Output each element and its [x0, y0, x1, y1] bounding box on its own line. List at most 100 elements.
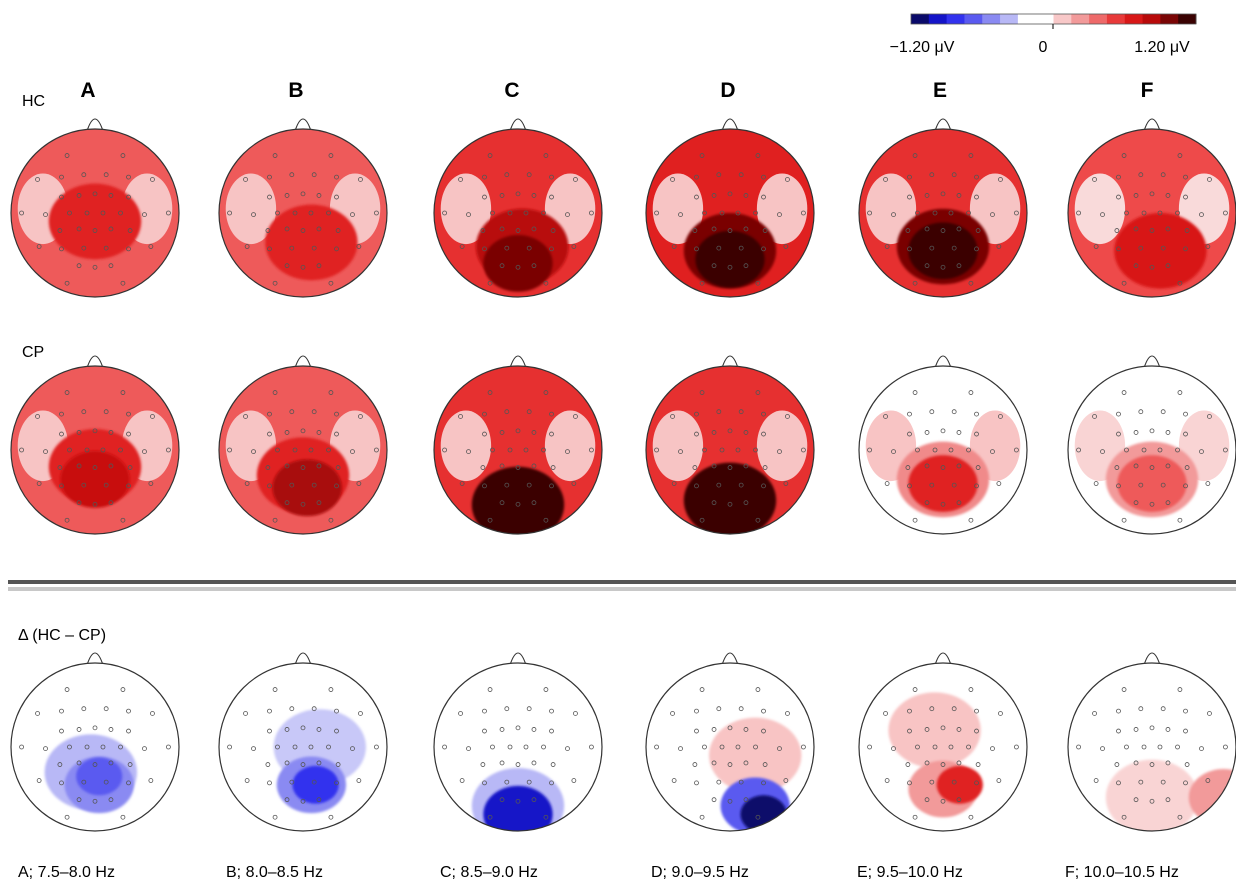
electrode-dot [1138, 706, 1144, 712]
electrode-dot [699, 153, 705, 158]
electrode-dot [243, 414, 248, 419]
electrode-dot [150, 177, 155, 182]
electrode-dot [1116, 483, 1121, 489]
electrode-dot [334, 411, 339, 417]
electrode-dot [699, 687, 705, 692]
electrode-dot [907, 708, 912, 714]
electrode-dot [358, 711, 363, 716]
electrode-dot [738, 482, 744, 488]
electrode-dot [334, 728, 339, 734]
electrode-dot [990, 449, 995, 454]
electrode-dot [1184, 762, 1190, 767]
electrode-dot [671, 244, 677, 249]
electrode-dot [761, 431, 766, 437]
electrode-dot [504, 482, 510, 488]
electrode-dot [694, 194, 699, 200]
electrode-dot [526, 409, 532, 415]
band-label-f: F; 10.0–10.5 Hz [1065, 864, 1179, 881]
electrode-dot [968, 153, 974, 158]
electrode-dot [284, 500, 290, 506]
electrode-dot [166, 744, 171, 750]
electrode-dot [126, 194, 131, 200]
electrode-dot [1165, 430, 1171, 435]
electrode-dot [550, 465, 556, 470]
electrode-dot [711, 797, 717, 803]
electrode-dot [974, 194, 979, 200]
electrode-dot [335, 762, 341, 767]
electrode-dot [719, 210, 725, 216]
electrode-dot [466, 212, 471, 217]
nose-shape [1143, 118, 1161, 132]
electrode-dot [335, 228, 341, 233]
electrode-dot [541, 744, 546, 750]
electrode-dot [515, 725, 521, 731]
map-light-region-right [756, 410, 808, 482]
electrode-dot [951, 779, 957, 785]
head-fill [434, 129, 602, 297]
electrode-dot [974, 431, 979, 437]
electrode-dot [81, 245, 87, 251]
electrode-dot [1199, 746, 1204, 751]
electrode-dot [19, 210, 24, 216]
electrode-dot [735, 744, 741, 750]
electrode-dot [59, 411, 64, 417]
colorbar-cell [1106, 14, 1126, 24]
electrode-dot [1183, 708, 1188, 714]
electrode-dot [924, 797, 930, 803]
electrode-dot [1121, 687, 1127, 692]
map-contour-region [483, 785, 553, 831]
electrode-dot [1177, 153, 1183, 158]
head-fill [219, 129, 387, 297]
electrode-dot [998, 711, 1003, 716]
electrode-dot [912, 153, 918, 158]
electrode-dot [515, 228, 521, 233]
electrode-dot [956, 193, 962, 198]
electrode-dot [549, 194, 554, 200]
electrode-dot [1205, 481, 1211, 486]
electrode-dot [956, 263, 962, 269]
electrode-dot [356, 244, 362, 249]
electrode-dot [81, 172, 87, 178]
electrode-dot [316, 463, 322, 469]
electrode-dot [374, 210, 379, 216]
electrode-dot [499, 760, 505, 766]
electrode-dot [694, 483, 699, 489]
map-contour-region [60, 451, 130, 508]
electrode-dot [1183, 483, 1188, 489]
electrode-dot [526, 172, 532, 178]
electrode-dot [284, 226, 290, 232]
electrode-dot [716, 172, 722, 178]
nose-shape [1143, 652, 1161, 666]
head-outline [218, 365, 388, 535]
electrode-dot [267, 708, 272, 714]
electrode-dot [480, 228, 486, 233]
electrode-dot [103, 409, 109, 415]
electrode-dot [975, 465, 981, 470]
electrode-dot [735, 210, 741, 216]
electrode-dot [480, 762, 486, 767]
divider-dark [8, 580, 1236, 584]
electrode-dot [227, 447, 232, 453]
electrode-dot [311, 409, 317, 415]
head-outline [1067, 365, 1236, 535]
electrode-dot [867, 744, 872, 750]
electrode-dot [1133, 263, 1139, 269]
electrode-dot [1177, 687, 1183, 692]
electrode-dot [1183, 431, 1188, 437]
map-light-region-left [440, 410, 492, 482]
electrode-dot [929, 172, 935, 178]
head-outline [10, 662, 180, 832]
electrode-dot [126, 411, 131, 417]
electrode-dot [589, 447, 594, 453]
electrode-dot [328, 517, 334, 523]
electrode-dot [654, 744, 659, 750]
electrode-dot [275, 744, 280, 750]
electrode-dot [1149, 264, 1155, 270]
electrode-dot [1165, 226, 1171, 232]
electrode-dot [1183, 174, 1188, 180]
electrode-dot [531, 500, 537, 506]
colorbar-cell [1000, 14, 1019, 24]
electrode-dot [1076, 210, 1081, 216]
head-outline [10, 365, 180, 535]
electrode-dot [81, 482, 87, 488]
